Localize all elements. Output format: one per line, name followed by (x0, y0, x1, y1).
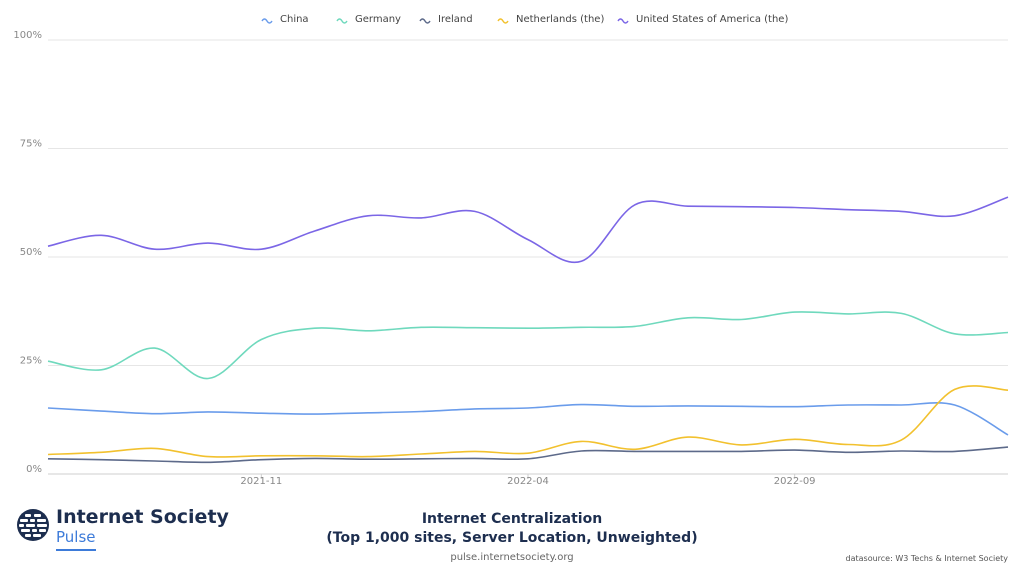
series-lines (47, 196, 1009, 464)
chart-title-block: Internet Centralization (Top 1,000 sites… (262, 510, 762, 548)
series-line-united-states-of-america-the (47, 196, 1009, 264)
legend-swatch-germany (336, 18, 348, 24)
x-tick-label: 2022-09 (774, 476, 816, 487)
x-tick-label: 2022-04 (507, 476, 549, 487)
x-axis-ticks: 2021-11 2022-04 2022-09 (240, 474, 816, 487)
gridlines (48, 39, 1008, 475)
line-chart: 0% 25% 50% 75% 100% 2021-11 2022-04 2022-09 Ch… (13, 14, 1009, 487)
y-tick-label: 50% (20, 247, 42, 258)
chart-title: Internet Centralization (421, 511, 603, 527)
legend-swatch-netherlands-the (497, 18, 509, 24)
legend: China Germany Ireland Netherlands (the) Unit… (261, 14, 788, 25)
x-tick-label: 2021-11 (240, 476, 282, 487)
globe-icon (17, 509, 49, 541)
y-tick-label: 100% (13, 30, 42, 41)
chart-subtitle: (Top 1,000 sites, Server Location, Unwei… (326, 530, 698, 546)
legend-swatch-ireland (419, 18, 431, 24)
legend-label-china[interactable]: China (280, 14, 309, 25)
legend-swatch-china (261, 18, 273, 24)
series-line-germany (47, 311, 1009, 380)
series-line-china (47, 402, 1009, 436)
legend-label-germany[interactable]: Germany (355, 14, 401, 25)
legend-swatch-united-states-of-america-the (617, 18, 629, 24)
footer-url[interactable]: pulse.internetsociety.org (450, 552, 574, 563)
datasource-note: datasource: W3 Techs & Internet Society (845, 554, 1008, 563)
series-line-ireland (47, 446, 1009, 464)
legend-label-netherlands-the[interactable]: Netherlands (the) (516, 14, 604, 25)
y-tick-label: 0% (26, 464, 42, 475)
series-line-netherlands-the (47, 385, 1009, 458)
brand-name: Internet Society (56, 506, 229, 528)
y-axis-ticks: 0% 25% 50% 75% 100% (13, 30, 42, 475)
legend-label-united-states-of-america-the[interactable]: United States of America (the) (636, 14, 788, 25)
y-tick-label: 75% (20, 139, 42, 150)
y-tick-label: 25% (20, 356, 42, 367)
brand-product: Pulse (56, 528, 96, 551)
legend-label-ireland[interactable]: Ireland (438, 14, 473, 25)
internet-society-logo: Internet Society Pulse (16, 506, 229, 552)
